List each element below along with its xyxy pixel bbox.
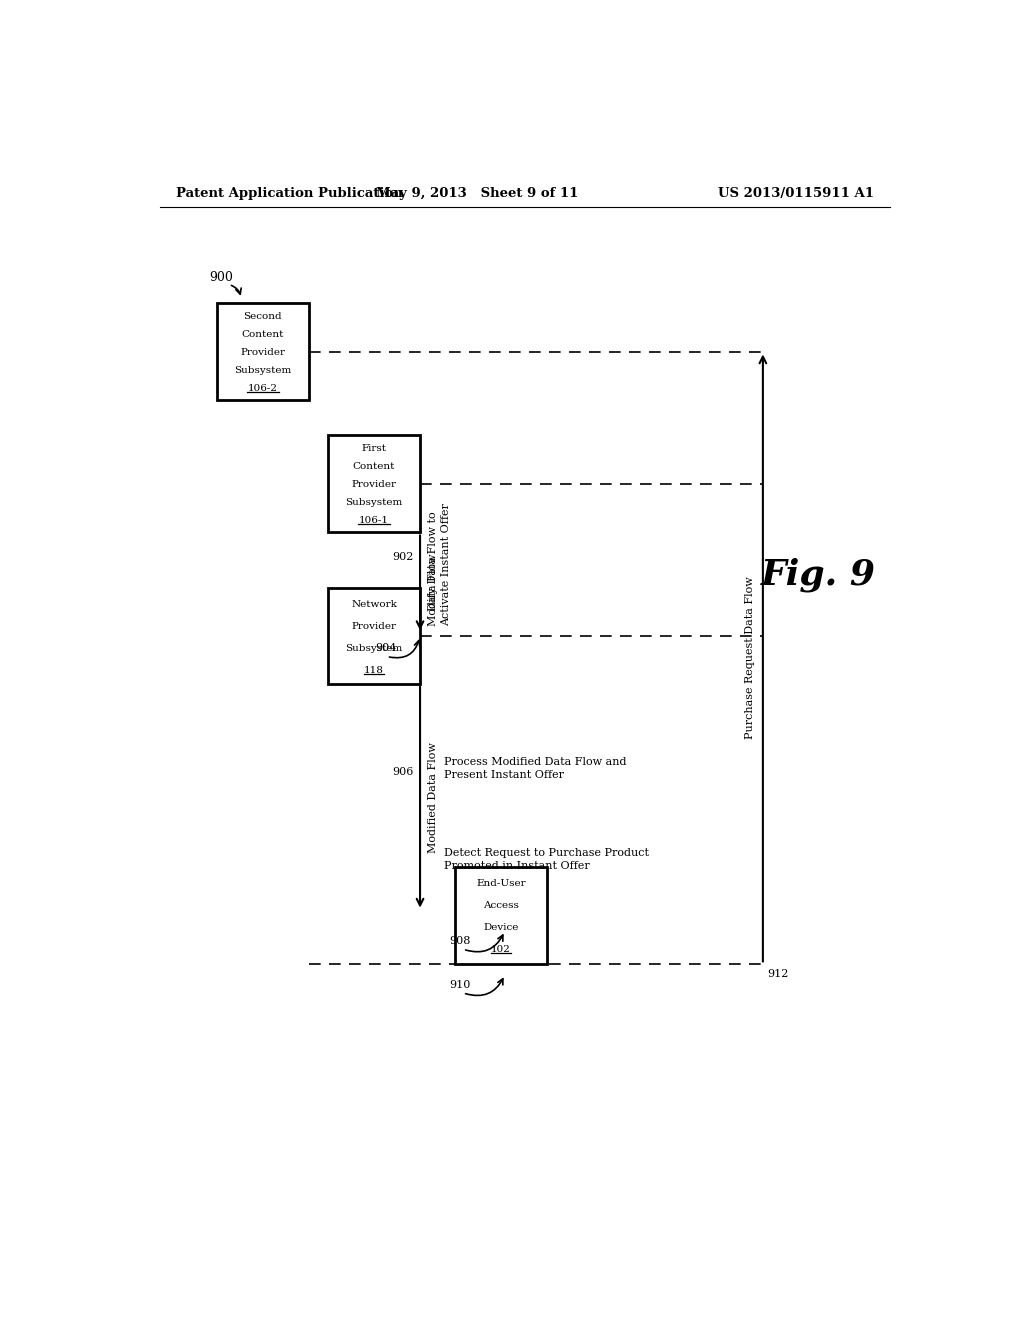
FancyBboxPatch shape [456, 867, 547, 964]
Text: First: First [361, 445, 386, 453]
Text: 118: 118 [365, 665, 384, 675]
Text: 910: 910 [450, 979, 471, 990]
Text: Second: Second [244, 312, 283, 321]
Text: Subsystem: Subsystem [234, 366, 292, 375]
FancyBboxPatch shape [329, 436, 420, 532]
Text: Access: Access [483, 902, 519, 911]
Text: 908: 908 [450, 936, 471, 946]
Text: Patent Application Publication: Patent Application Publication [176, 187, 402, 201]
Text: Network: Network [351, 599, 397, 609]
Text: Modified Data Flow: Modified Data Flow [428, 742, 438, 853]
Text: 106-2: 106-2 [248, 384, 278, 392]
Text: Purchase Request Data Flow: Purchase Request Data Flow [744, 577, 755, 739]
Text: Subsystem: Subsystem [345, 498, 402, 507]
Text: Content: Content [242, 330, 284, 339]
Text: 912: 912 [767, 969, 788, 979]
Text: Process Modified Data Flow and
Present Instant Offer: Process Modified Data Flow and Present I… [443, 756, 627, 780]
Text: End-User: End-User [476, 879, 525, 888]
Text: Content: Content [353, 462, 395, 471]
Text: Device: Device [483, 923, 519, 932]
Text: May 9, 2013   Sheet 9 of 11: May 9, 2013 Sheet 9 of 11 [376, 187, 579, 201]
Text: 106-1: 106-1 [359, 516, 389, 525]
Text: Provider: Provider [241, 348, 286, 356]
Text: 904: 904 [375, 643, 396, 653]
Text: Provider: Provider [351, 480, 396, 488]
Text: US 2013/0115911 A1: US 2013/0115911 A1 [718, 187, 873, 201]
Text: Fig. 9: Fig. 9 [761, 558, 876, 593]
Text: 902: 902 [392, 552, 414, 562]
Text: 102: 102 [492, 945, 511, 954]
FancyBboxPatch shape [217, 304, 308, 400]
Text: Modify Data Flow to
Activate Instant Offer: Modify Data Flow to Activate Instant Off… [428, 503, 452, 626]
Text: Detect Request to Purchase Product
Promoted in Instant Offer: Detect Request to Purchase Product Promo… [443, 849, 649, 871]
FancyBboxPatch shape [329, 587, 420, 684]
Text: 906: 906 [392, 767, 414, 776]
Text: Subsystem: Subsystem [345, 644, 402, 652]
Text: Provider: Provider [351, 622, 396, 631]
Text: Data Flow: Data Flow [428, 554, 438, 611]
Text: 900: 900 [210, 271, 233, 284]
